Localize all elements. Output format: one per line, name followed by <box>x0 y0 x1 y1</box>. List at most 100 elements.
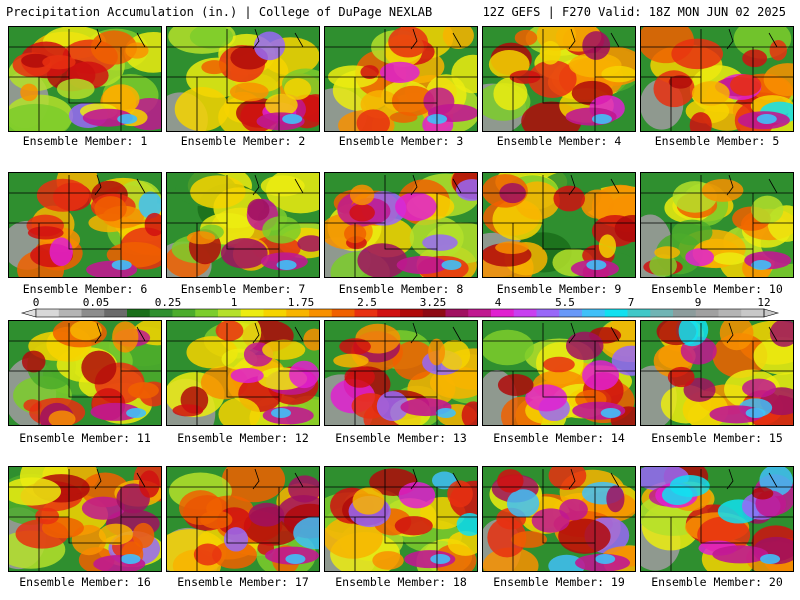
precip-contour <box>543 356 575 373</box>
precip-contour <box>683 377 716 402</box>
precip-contour <box>349 203 375 222</box>
precip-contour <box>9 477 62 506</box>
colorbar-swatch <box>695 309 719 317</box>
heavy-core-peak <box>586 260 607 270</box>
precip-contour <box>565 331 604 361</box>
precip-contour <box>671 38 724 70</box>
ensemble-panel-8 <box>324 172 478 278</box>
precip-contour <box>582 31 611 60</box>
ensemble-panel-20 <box>640 466 794 572</box>
precip-map <box>167 27 319 131</box>
ensemble-member-label: Ensemble Member: 3 <box>338 134 464 148</box>
precip-contour <box>48 410 76 425</box>
ensemble-member-label: Ensemble Member: 19 <box>493 575 625 589</box>
precip-contour <box>601 65 635 83</box>
precip-contour <box>447 531 477 556</box>
precip-contour <box>391 85 435 117</box>
heavy-core-peak <box>600 408 621 418</box>
precip-contour <box>531 508 570 533</box>
precip-map <box>641 321 793 425</box>
ensemble-panel-11 <box>8 320 162 426</box>
ensemble-panel-16 <box>8 466 162 572</box>
precip-contour <box>35 507 60 525</box>
precip-contour <box>230 367 264 384</box>
ensemble-member-label: Ensemble Member: 1 <box>22 134 148 148</box>
heavy-core-peak <box>111 260 132 270</box>
precip-contour <box>456 513 477 537</box>
precip-map <box>9 173 161 277</box>
precip-contour <box>138 470 160 498</box>
colorbar-tick-label: 2.5 <box>357 296 377 309</box>
colorbar-swatch <box>309 309 333 317</box>
colorbar-swatch <box>286 309 310 317</box>
colorbar-min-arrow <box>20 308 37 318</box>
state-boundaries <box>325 468 477 571</box>
ensemble-panel-12 <box>166 320 320 426</box>
precip-contour <box>514 29 538 46</box>
colorbar-swatch <box>263 309 287 317</box>
precip-contour <box>9 103 71 131</box>
ensemble-panel-19 <box>482 466 636 572</box>
precip-map <box>325 467 477 571</box>
colorbar-swatch <box>582 309 606 317</box>
colorbar-outline <box>35 308 765 318</box>
heavy-core-peak <box>591 114 612 124</box>
precip-contour <box>174 87 230 131</box>
colorbar-swatch <box>673 309 697 317</box>
precip-contour <box>21 350 46 373</box>
colorbar-swatch <box>513 309 537 317</box>
precip-contour <box>763 63 793 96</box>
precip-map <box>641 173 793 277</box>
colorbar-swatch <box>491 309 515 317</box>
colorbar-legend: 0 0.05 0.25 1 1.75 2.5 3.25 4 5.5 7 9 12 <box>0 296 800 320</box>
precip-map <box>483 173 635 277</box>
precip-contour <box>352 487 385 515</box>
precip-contour <box>649 254 677 277</box>
precip-contour <box>300 94 319 123</box>
precip-contour <box>356 109 390 131</box>
ensemble-panel-2 <box>166 26 320 132</box>
colorbar-tick-label: 1 <box>231 296 238 309</box>
colorbar-max-arrow <box>763 308 780 318</box>
ensemble-panel-14 <box>482 320 636 426</box>
state-boundaries <box>483 28 635 131</box>
precip-contour <box>293 516 319 550</box>
ensemble-member-label: Ensemble Member: 20 <box>651 575 783 589</box>
colorbar-swatch <box>36 309 60 317</box>
colorbar-swatch <box>718 309 742 317</box>
heavy-core-peak <box>745 408 766 418</box>
precip-contour <box>769 321 793 347</box>
precip-contour <box>548 467 587 491</box>
ensemble-panel-7 <box>166 172 320 278</box>
precip-contour <box>219 214 247 229</box>
precip-contour <box>262 339 306 360</box>
ensemble-member-label: Ensemble Member: 13 <box>335 431 467 445</box>
precip-contour <box>685 248 715 267</box>
precip-contour <box>344 366 375 388</box>
colorbar-swatch <box>536 309 560 317</box>
colorbar-swatch <box>741 309 765 317</box>
precip-map <box>641 467 793 571</box>
ensemble-panel-3 <box>324 26 478 132</box>
colorbar-swatch <box>559 309 583 317</box>
ensemble-panel-17 <box>166 466 320 572</box>
precip-contour <box>689 112 712 131</box>
ensemble-panel-4 <box>482 26 636 132</box>
precip-contour <box>713 252 746 265</box>
colorbar-swatch <box>58 309 82 317</box>
precip-contour <box>220 238 268 269</box>
precip-contour <box>506 489 540 518</box>
colorbar-tick-label: 7 <box>628 296 635 309</box>
precip-map <box>9 467 161 571</box>
precip-contour <box>360 65 379 79</box>
precip-contour <box>668 75 693 89</box>
colorbar-swatch <box>650 309 674 317</box>
precip-contour <box>455 179 477 201</box>
state-boundaries <box>483 468 635 571</box>
precip-contour <box>200 510 233 529</box>
precip-contour <box>23 399 42 412</box>
precip-contour <box>253 31 286 61</box>
precip-contour <box>606 485 625 513</box>
state-boundaries <box>167 322 319 425</box>
precip-map <box>483 321 635 425</box>
